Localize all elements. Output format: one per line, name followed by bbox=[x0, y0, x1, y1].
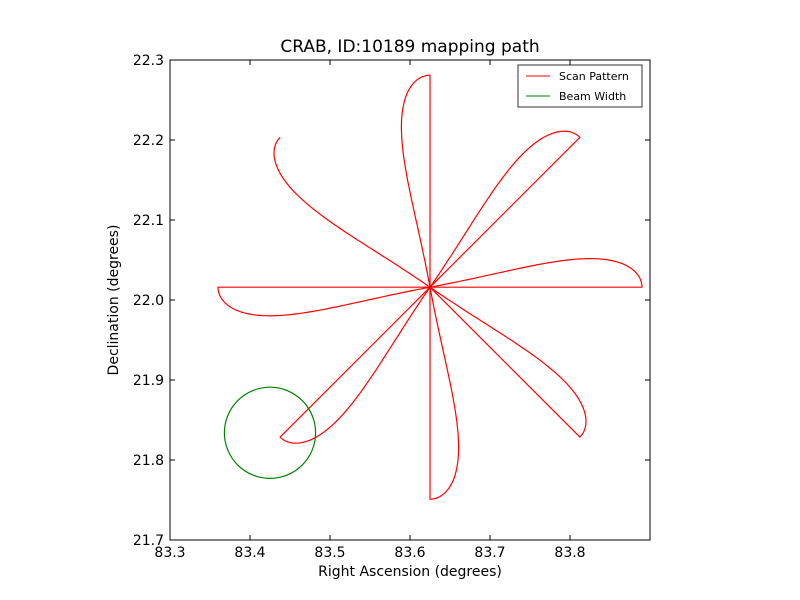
axes-frame bbox=[169, 59, 651, 541]
x-axis-ticks: 83.3 83.4 83.5 83.6 83.7 83.8 bbox=[154, 60, 586, 561]
y-tick-label: 22.1 bbox=[133, 213, 164, 229]
x-tick-label: 83.6 bbox=[394, 545, 425, 561]
y-tick-label: 21.8 bbox=[133, 453, 164, 469]
y-tick-label: 21.9 bbox=[133, 373, 164, 389]
y-tick-label: 21.7 bbox=[133, 533, 164, 549]
x-tick-label: 83.7 bbox=[474, 545, 505, 561]
legend-entry-scan-pattern: Scan Pattern bbox=[559, 70, 629, 83]
y-axis-label: Declination (degrees) bbox=[106, 225, 122, 376]
legend-box bbox=[517, 64, 643, 108]
x-tick-label: 83.4 bbox=[234, 545, 265, 561]
scan-pattern-line bbox=[217, 74, 643, 500]
y-axis-ticks: 21.7 21.8 21.9 22.0 22.1 22.2 22.3 bbox=[133, 53, 650, 549]
chart-title: CRAB, ID:10189 mapping path bbox=[280, 37, 539, 57]
x-tick-label: 83.8 bbox=[554, 545, 585, 561]
y-tick-label: 22.2 bbox=[133, 133, 164, 149]
x-tick-label: 83.5 bbox=[314, 545, 345, 561]
y-tick-label: 22.0 bbox=[133, 293, 164, 309]
legend-entry-beam-width: Beam Width bbox=[559, 90, 626, 103]
x-tick-label: 83.3 bbox=[154, 545, 185, 561]
x-axis-label: Right Ascension (degrees) bbox=[318, 564, 502, 580]
y-tick-label: 22.3 bbox=[133, 53, 164, 69]
legend: Scan Pattern Beam Width bbox=[517, 64, 643, 108]
beam-width-circle bbox=[223, 386, 317, 479]
plot-area bbox=[169, 59, 651, 541]
